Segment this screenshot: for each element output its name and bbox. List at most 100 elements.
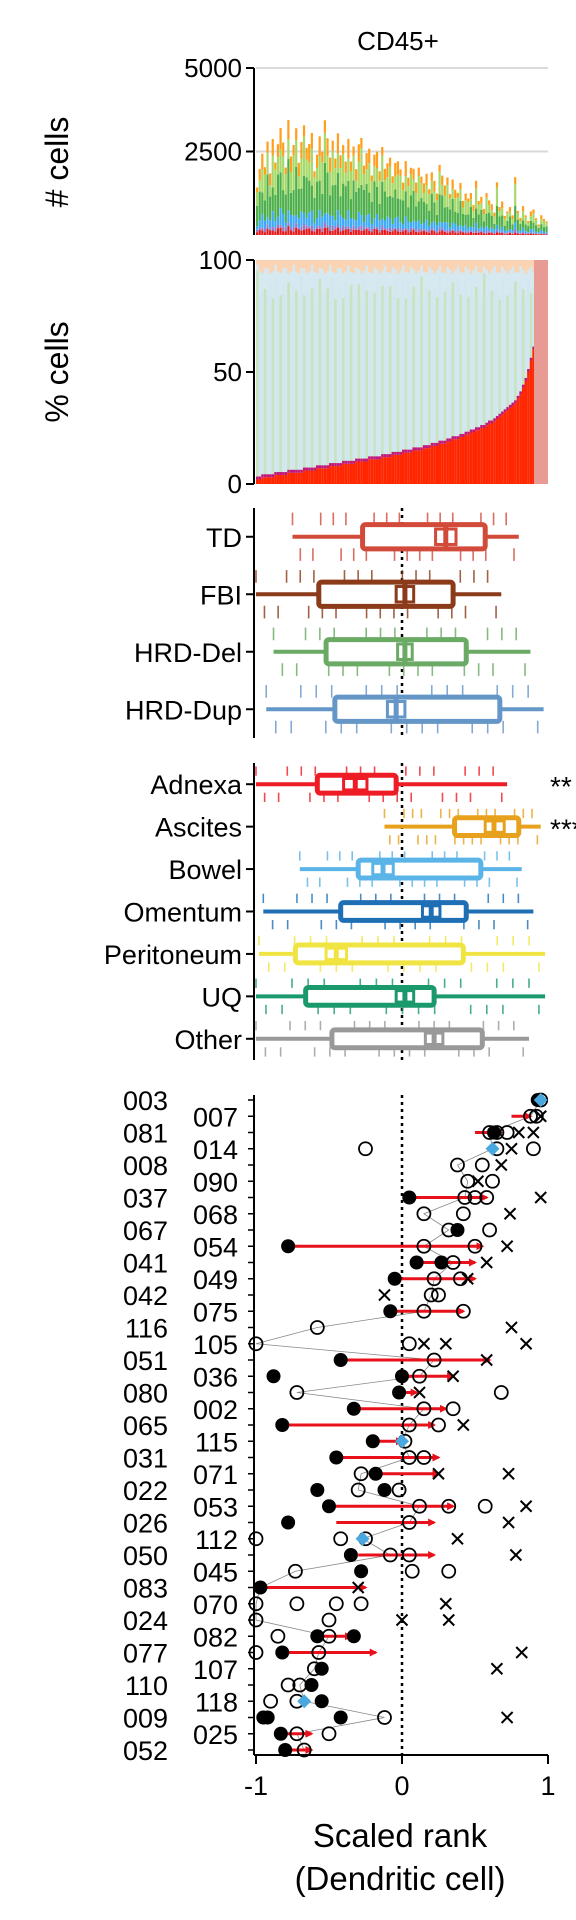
count-bar-segment bbox=[428, 189, 431, 195]
patient-row-050 bbox=[343, 1547, 523, 1563]
count-bar-segment bbox=[435, 193, 439, 201]
patient-label: 007 bbox=[193, 1102, 238, 1132]
count-bar-segment bbox=[514, 222, 517, 230]
count-bar-segment bbox=[300, 226, 303, 231]
count-bar-segment bbox=[454, 189, 457, 199]
open-point bbox=[416, 1238, 432, 1254]
percent-bar-top-segment bbox=[357, 260, 361, 270]
count-bar-segment bbox=[349, 171, 353, 200]
count-bar-segment bbox=[326, 224, 329, 228]
percent-bar-bottom-segment bbox=[331, 466, 335, 484]
patient-row-082 bbox=[270, 1628, 361, 1644]
iqr-box bbox=[338, 900, 469, 923]
open-point bbox=[457, 1190, 473, 1205]
percent-bar-mid-segment bbox=[261, 290, 264, 478]
count-bar-segment bbox=[357, 144, 360, 162]
count-bar-segment bbox=[269, 185, 272, 197]
percent-bar-top-segment bbox=[506, 260, 509, 274]
count-bar-segment bbox=[300, 230, 303, 235]
percent-bar-top-segment bbox=[321, 260, 324, 269]
count-bar-segment bbox=[305, 147, 308, 160]
x-axis-label-2: (Dendritic cell) bbox=[295, 1860, 506, 1897]
patient-row-054 bbox=[281, 1238, 514, 1254]
percent-bar-bottom-segment bbox=[383, 457, 387, 484]
patient-label: 080 bbox=[123, 1379, 168, 1409]
count-bar-segment bbox=[352, 218, 355, 226]
percent-bar-marker bbox=[446, 438, 449, 442]
filled-point bbox=[354, 1564, 369, 1579]
count-bar-segment bbox=[388, 166, 392, 196]
percent-bar-marker bbox=[417, 447, 421, 451]
count-bar-segment bbox=[370, 232, 373, 235]
percent-bar-mid-segment bbox=[441, 297, 444, 444]
count-bar-segment bbox=[331, 150, 334, 186]
count-bar-segment bbox=[302, 223, 306, 230]
count-bar-segment bbox=[297, 218, 300, 228]
filled-point bbox=[434, 1255, 449, 1270]
patient-row-045 bbox=[288, 1563, 457, 1579]
count-bar-segment bbox=[381, 218, 384, 226]
count-bar-segment bbox=[329, 230, 332, 235]
cross-point bbox=[378, 1288, 391, 1302]
count-bar-segment bbox=[339, 231, 342, 235]
y-tick-label: Ascites bbox=[155, 813, 242, 843]
count-bar-segment bbox=[435, 231, 439, 234]
count-bar-segment bbox=[524, 231, 527, 234]
percent-bar-bottom-segment bbox=[292, 472, 296, 484]
percent-bar-bottom-segment bbox=[527, 372, 530, 484]
percent-bar-mid-segment bbox=[308, 293, 311, 471]
count-bar-segment bbox=[498, 232, 501, 235]
count-bar-segment bbox=[295, 214, 298, 224]
count-bar-segment bbox=[501, 232, 504, 235]
percent-bar-top-segment bbox=[300, 260, 303, 269]
open-point bbox=[526, 1141, 541, 1157]
percent-bar-mid-segment bbox=[381, 285, 384, 458]
count-bar-segment bbox=[511, 215, 514, 220]
percent-bar-bottom-segment bbox=[315, 468, 319, 484]
count-bar-segment bbox=[388, 157, 392, 167]
count-bar-segment bbox=[336, 153, 340, 173]
patient-label: 067 bbox=[123, 1216, 168, 1246]
count-bar-segment bbox=[295, 166, 298, 215]
count-bar-segment bbox=[344, 219, 347, 227]
open-point bbox=[353, 1596, 369, 1612]
count-bar-segment bbox=[495, 205, 499, 225]
percent-bar-bottom-segment bbox=[428, 448, 431, 484]
count-bar-segment bbox=[388, 227, 392, 232]
count-bar-segment bbox=[334, 158, 337, 169]
count-bar-segment bbox=[511, 233, 514, 235]
filled-point bbox=[281, 1515, 296, 1530]
percent-bar-mid-segment bbox=[386, 295, 389, 458]
patient-row-071 bbox=[353, 1466, 515, 1482]
open-point bbox=[353, 1466, 369, 1482]
count-bar-segment bbox=[542, 227, 546, 232]
percent-bar-bottom-segment bbox=[342, 463, 345, 484]
percent-bar-bottom-segment bbox=[313, 470, 316, 484]
count-bar-segment bbox=[540, 219, 543, 225]
patient-label: 070 bbox=[193, 1590, 238, 1620]
count-bar-segment bbox=[381, 155, 384, 182]
cross-point bbox=[505, 1142, 518, 1155]
percent-bar-bottom-segment bbox=[521, 387, 525, 484]
open-point bbox=[467, 1238, 483, 1254]
percent-bar-mid-segment bbox=[472, 294, 475, 433]
count-bar-segment bbox=[529, 229, 532, 233]
count-bar-segment bbox=[422, 231, 426, 235]
percent-bar-marker bbox=[302, 467, 306, 471]
percent-bar-bottom-segment bbox=[482, 428, 486, 484]
count-bar-segment bbox=[315, 154, 319, 168]
count-bar-segment bbox=[276, 157, 280, 175]
count-bar-segment bbox=[305, 228, 308, 235]
cell-count-panel: CD45+ # cells 2500 5000 bbox=[39, 26, 548, 235]
count-bar-segment bbox=[391, 223, 394, 229]
count-bar-segment bbox=[313, 223, 316, 229]
percent-bar-bottom-segment bbox=[279, 475, 283, 484]
count-bar-segment bbox=[323, 132, 327, 163]
filled-point bbox=[365, 1434, 380, 1449]
cross-point bbox=[519, 1500, 533, 1513]
percent-bar-marker bbox=[355, 458, 358, 462]
count-bar-segment bbox=[451, 230, 454, 235]
percent-bar-top-segment bbox=[355, 260, 358, 268]
percent-bar-top-segment bbox=[381, 260, 384, 271]
count-bar-segment bbox=[480, 196, 483, 204]
